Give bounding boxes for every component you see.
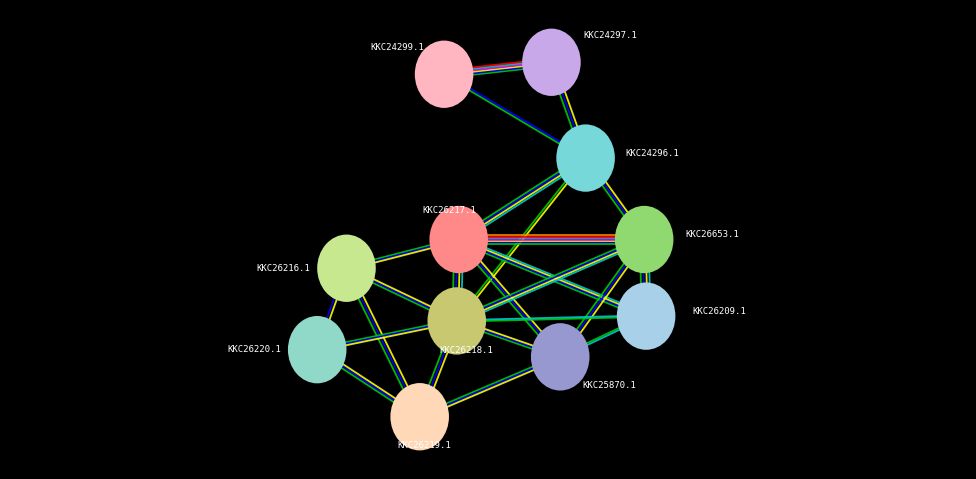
Ellipse shape [317,235,376,302]
Ellipse shape [531,323,590,390]
Ellipse shape [615,206,673,273]
Ellipse shape [522,29,581,96]
Text: KKC25870.1: KKC25870.1 [582,381,636,389]
Text: KKC24297.1: KKC24297.1 [583,31,637,40]
Ellipse shape [617,283,675,350]
Text: KKC26217.1: KKC26217.1 [422,205,476,215]
Ellipse shape [415,41,473,108]
Text: KKC24299.1: KKC24299.1 [370,43,425,52]
Ellipse shape [429,206,488,273]
Ellipse shape [427,287,486,354]
Text: KKC26219.1: KKC26219.1 [397,441,452,449]
Text: KKC26218.1: KKC26218.1 [439,346,494,355]
Text: KKC24296.1: KKC24296.1 [625,148,679,158]
Text: KKC26220.1: KKC26220.1 [226,345,281,354]
Ellipse shape [390,383,449,450]
Ellipse shape [288,316,346,383]
Text: KKC26216.1: KKC26216.1 [256,264,310,273]
Text: KKC26209.1: KKC26209.1 [692,307,747,316]
Ellipse shape [556,125,615,192]
Text: KKC26653.1: KKC26653.1 [685,230,740,239]
